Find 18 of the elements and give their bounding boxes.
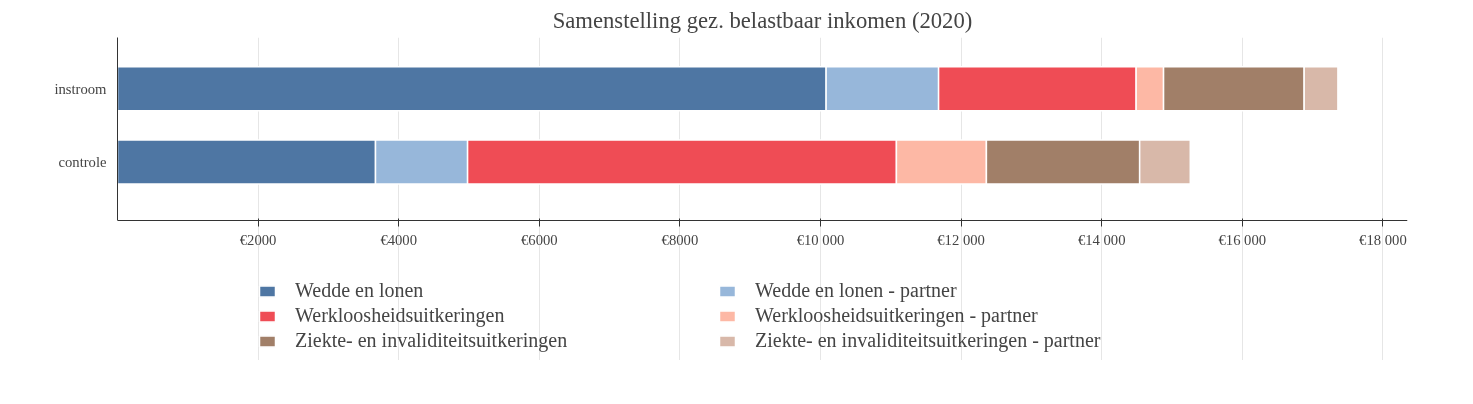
x-tick-label: €6000 (520, 231, 558, 248)
legend-label: Werkloosheidsuitkeringen (295, 304, 506, 327)
x-tick-label: €8000 (661, 231, 699, 248)
legend-label: Wedde en lonen - partner (755, 279, 958, 302)
y-tick-label: controle (58, 153, 107, 170)
legend-label: Wedde en lonen (295, 279, 425, 302)
x-tick-label: €4000 (380, 231, 418, 248)
y-tick-label: instroom (54, 80, 108, 97)
x-tick-label: €10 000 (796, 231, 845, 248)
x-tick-label: €12 000 (937, 231, 985, 248)
legend-label: Ziekte- en invaliditeitsuitkeringen (295, 329, 569, 352)
x-tick-label: €16 000 (1218, 231, 1267, 248)
x-tick-label: €18 000 (1359, 231, 1407, 248)
legend-label: Werkloosheidsuitkeringen - partner (755, 304, 1039, 327)
chart-title: Samenstelling gez. belastbaar inkomen (2020) (552, 7, 973, 33)
legend-label: Ziekte- en invaliditeitsuitkeringen - partner (755, 329, 1102, 352)
x-tick-label: €2000 (239, 231, 277, 248)
x-tick-label: €14 000 (1077, 231, 1126, 248)
